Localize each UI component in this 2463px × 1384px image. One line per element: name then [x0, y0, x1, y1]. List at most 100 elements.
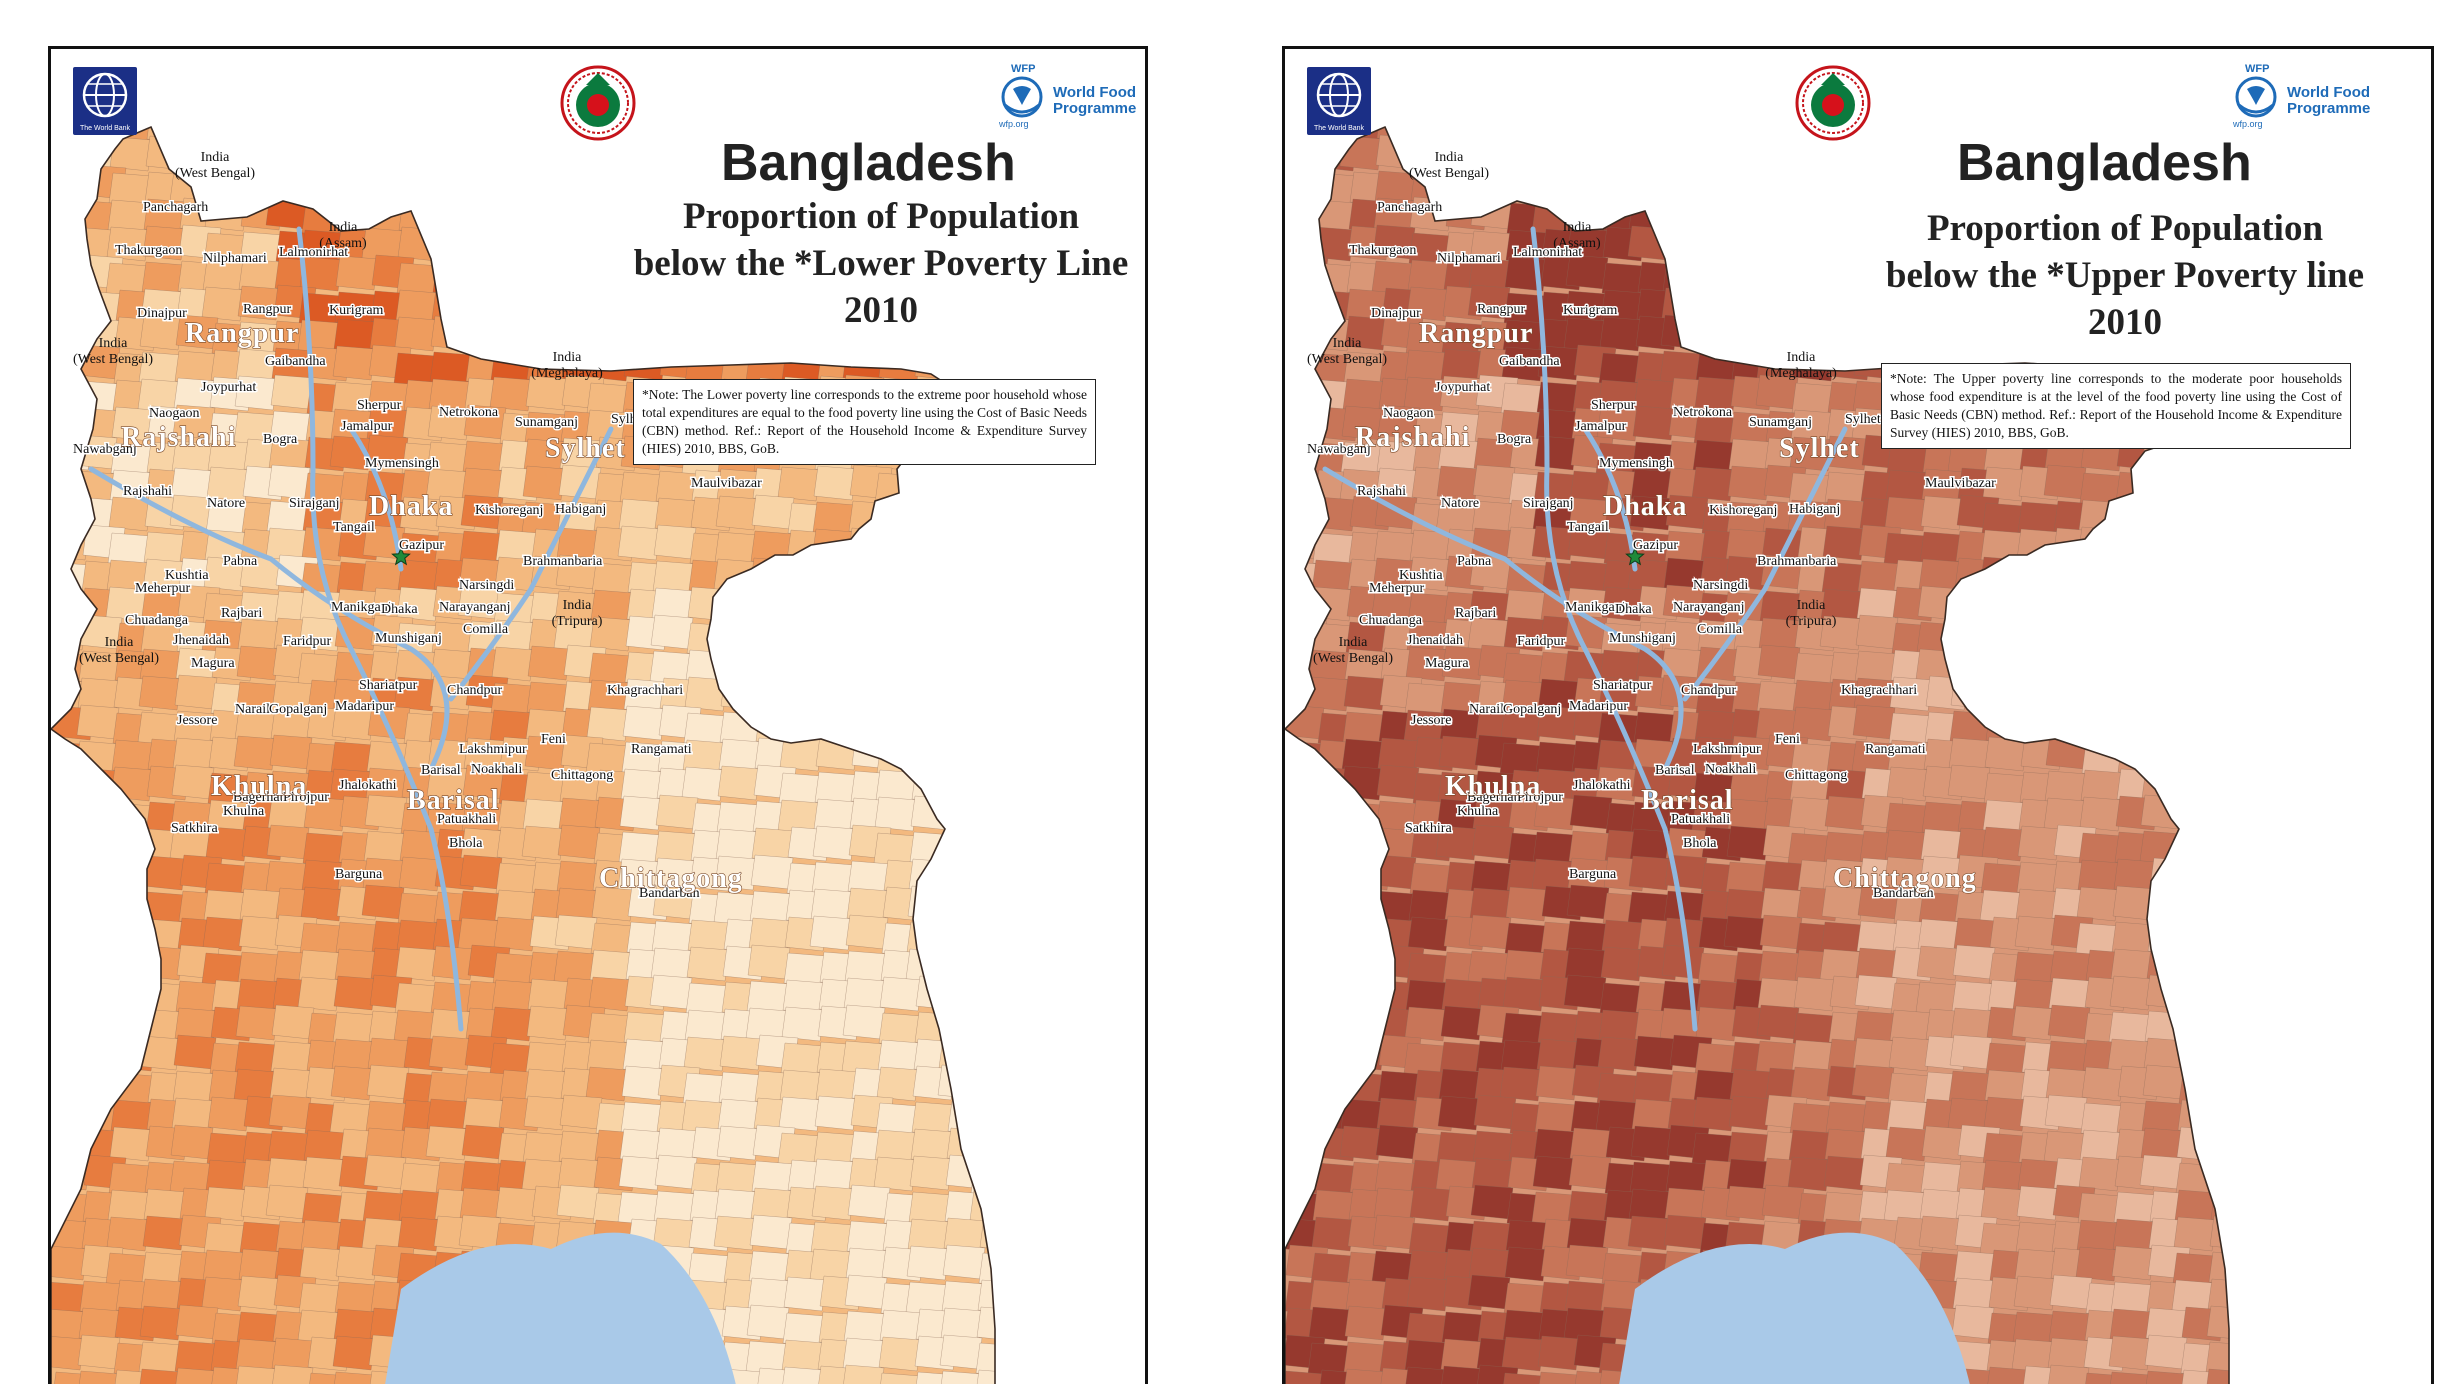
upazila-cell — [1952, 944, 1996, 980]
upazila-cell — [109, 1126, 153, 1162]
division-label: Rajshahi — [1355, 422, 1470, 453]
upazila-cell — [1569, 137, 1613, 173]
capital-star-icon — [391, 546, 411, 566]
upazila-cell — [2204, 1368, 2229, 1384]
upazila-cell — [1701, 169, 1745, 205]
upazila-cell — [270, 1364, 314, 1384]
upazila-cell — [2076, 562, 2120, 598]
upazila-cell — [1763, 140, 1807, 176]
upazila-cell — [398, 856, 442, 892]
upazila-cell — [1501, 346, 1545, 382]
upazila-cell — [51, 291, 87, 327]
upazila-cell — [1346, 918, 1390, 954]
upazila-cell — [2048, 644, 2092, 680]
upazila-cell — [811, 528, 855, 564]
neighbor-region-label: India (Meghalaya) — [531, 350, 603, 381]
upazila-cell — [557, 824, 601, 860]
upazila-cell — [397, 1216, 441, 1252]
upazila-cell — [1439, 1365, 1483, 1384]
upazila-cell — [1917, 585, 1961, 621]
district-label: Rajbari — [221, 606, 262, 621]
note-box: *Note: The Upper poverty line correspond… — [1881, 363, 2351, 449]
upazila-cell — [973, 739, 995, 775]
upazila-cell — [1727, 465, 1771, 501]
upazila-cell — [427, 405, 471, 441]
upazila-cell — [2145, 650, 2189, 686]
upazila-cell — [809, 591, 853, 627]
district-label: Comilla — [1697, 622, 1743, 637]
upazila-cell — [2176, 469, 2220, 505]
upazila-cell — [1601, 586, 1645, 622]
world-bank-caption: The World Bank — [79, 125, 131, 132]
upazila-cell — [1285, 1064, 1324, 1100]
upazila-cell — [2149, 524, 2193, 560]
upazila-cell — [1406, 286, 1450, 322]
upazila-cell — [2142, 740, 2186, 776]
upazila-cell — [2173, 892, 2217, 928]
upazila-cell — [1789, 436, 1833, 472]
district-label: Bagerhat — [1467, 790, 1518, 805]
upazila-cell — [2142, 1064, 2186, 1100]
upazila-cell — [77, 1334, 121, 1370]
district-label: Pabna — [223, 554, 258, 569]
upazila-cell — [1759, 257, 1803, 293]
upazila-cell — [1340, 765, 1384, 801]
district-label: Tangail — [1567, 520, 1609, 535]
upazila-cell — [943, 560, 987, 596]
upazila-cell — [813, 465, 857, 501]
upazila-cell — [2108, 1335, 2152, 1371]
upazila-cell — [844, 1274, 888, 1310]
upazila-cell — [843, 644, 887, 680]
district-label: Satkhira — [1405, 821, 1452, 836]
upazila-cell — [715, 495, 759, 531]
upazila-cell — [51, 975, 86, 1011]
upazila-cell — [332, 1335, 376, 1371]
upazila-cell — [492, 286, 536, 322]
upazila-cell — [591, 886, 635, 922]
upazila-cell — [681, 766, 725, 802]
upazila-cell — [2083, 679, 2127, 715]
upazila-cell — [684, 676, 728, 712]
district-label: Chuadanga — [125, 613, 189, 628]
upazila-cell — [338, 165, 382, 201]
upazila-cell — [2207, 945, 2229, 981]
district-label: Dhaka — [381, 602, 418, 617]
upazila-cell — [51, 858, 90, 894]
upazila-cell — [1852, 704, 1896, 740]
upazila-cell — [1470, 1184, 1514, 1220]
upazila-cell — [1947, 764, 1991, 800]
upazila-cell — [2017, 825, 2061, 861]
upazila-cell — [1437, 1095, 1481, 1131]
upazila-cell — [1733, 285, 1777, 321]
upazila-cell — [430, 315, 474, 351]
upazila-cell — [331, 705, 375, 741]
river — [296, 226, 464, 1032]
upazila-cell — [873, 1156, 917, 1192]
upazila-cell — [2206, 981, 2229, 1017]
upazila-cell — [1953, 584, 1997, 620]
upazila-cell — [173, 1367, 217, 1384]
upazila-cell — [2179, 712, 2223, 748]
upazila-cell — [969, 532, 995, 568]
upazila-cell — [2203, 1071, 2229, 1107]
upazila-cell — [1508, 139, 1552, 175]
district-label: Nilphamari — [203, 251, 267, 266]
upazila-cell — [1759, 914, 1803, 950]
upazila-cell — [521, 168, 565, 204]
upazila-cell — [1660, 314, 1704, 350]
upazila-cell — [363, 164, 407, 200]
district-label: Magura — [1425, 656, 1469, 671]
neighbor-region-label: India (West Bengal) — [1313, 635, 1393, 666]
river — [1530, 226, 1698, 1032]
district-label: Faridpur — [1517, 634, 1566, 649]
upazila-cell — [1696, 322, 1740, 358]
upazila-cell — [2209, 891, 2229, 927]
upazila-cell — [243, 127, 287, 141]
upazila-cell — [457, 260, 501, 296]
upazila-cell — [493, 259, 537, 295]
division-label: Barisal — [1641, 785, 1734, 816]
estuary — [1619, 1232, 1970, 1384]
upazila-cell — [2139, 497, 2183, 533]
upazila-cell — [1407, 916, 1451, 952]
upazila-cell — [785, 556, 829, 592]
